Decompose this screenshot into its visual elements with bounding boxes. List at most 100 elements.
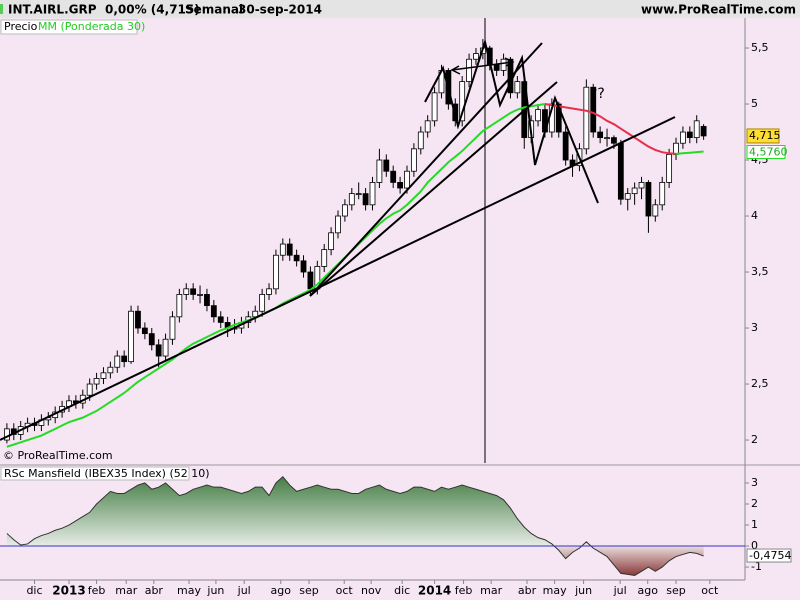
candle-body xyxy=(590,86,597,133)
candle-body xyxy=(107,366,114,374)
period: Semanal xyxy=(185,3,243,17)
candle-body xyxy=(466,58,472,83)
x-tick-label: feb xyxy=(455,584,473,597)
rsc-title: RSc Mansfield (IBEX35 Index) (52 10) xyxy=(4,467,210,480)
x-tick-label: jul xyxy=(613,584,627,597)
x-tick-label: feb xyxy=(88,584,106,597)
date: 30-sep-2014 xyxy=(238,3,322,17)
candle-body xyxy=(266,288,272,295)
x-tick-label: nov xyxy=(361,584,382,597)
candle-body xyxy=(680,131,686,144)
candle-body xyxy=(473,53,479,60)
candle-body xyxy=(100,372,107,379)
candle-body xyxy=(500,58,507,71)
x-tick-label: dic xyxy=(394,584,410,597)
candle-body xyxy=(93,378,100,385)
candle-body xyxy=(300,260,307,273)
candle-body xyxy=(141,327,148,335)
candle-body xyxy=(638,182,645,189)
candle-body xyxy=(169,316,176,340)
candle-body xyxy=(673,142,679,155)
x-tick-label: jul xyxy=(237,584,251,597)
x-tick-label: mar xyxy=(115,584,137,597)
candle-body xyxy=(362,193,369,206)
last-price-label: 4,715 xyxy=(749,129,781,142)
candle-body xyxy=(176,294,183,318)
candle-body xyxy=(383,159,390,172)
header-marker xyxy=(0,4,3,14)
y-tick-label: 5 xyxy=(751,97,758,110)
x-axis-strip xyxy=(0,580,800,600)
candle-body xyxy=(700,126,707,137)
candle-body xyxy=(86,383,93,396)
copyright: © ProRealTime.com xyxy=(3,449,113,462)
candle-body xyxy=(328,232,335,251)
candle-body xyxy=(197,294,203,296)
x-tick-label: may xyxy=(177,584,201,597)
candle-body xyxy=(293,254,300,262)
candle-body xyxy=(210,305,217,318)
rsc-area xyxy=(6,476,704,576)
candle-body xyxy=(659,182,666,206)
y-tick-label: 0 xyxy=(751,539,758,552)
x-tick-label: oct xyxy=(701,584,719,597)
candle-body xyxy=(121,355,128,363)
candle-body xyxy=(279,243,286,256)
x-tick-label: abr xyxy=(145,584,164,597)
candle-body xyxy=(611,137,617,144)
candle-body xyxy=(417,131,424,150)
candle-body xyxy=(555,103,562,133)
symbol: INT.AIRL.GRP xyxy=(8,3,97,17)
candle-body xyxy=(307,271,314,290)
price-panel xyxy=(0,18,800,467)
x-tick-label: dic xyxy=(26,584,42,597)
candle-body xyxy=(390,170,397,183)
candle-body xyxy=(617,142,624,200)
candle-body xyxy=(286,243,293,256)
ma-line xyxy=(675,150,704,155)
candle-body xyxy=(183,288,190,295)
candle-body xyxy=(397,182,403,189)
candle-body xyxy=(355,193,362,196)
x-tick-label: may xyxy=(543,584,567,597)
legend-box xyxy=(0,19,138,35)
y-tick-label: 2 xyxy=(751,497,758,510)
y-tick-label: 1 xyxy=(751,518,758,531)
candle-body xyxy=(273,254,279,290)
candle-body xyxy=(493,64,500,71)
x-tick-label: ago xyxy=(638,584,659,597)
ma-value-box xyxy=(746,145,786,160)
candle-body xyxy=(666,154,673,183)
candle-body xyxy=(259,294,266,312)
legend-price: Precio xyxy=(4,20,38,33)
x-tick-label: jun xyxy=(206,584,224,597)
candle-body xyxy=(114,355,121,368)
candle-body xyxy=(204,294,210,307)
x-tick-label: 2013 xyxy=(52,584,85,598)
trend-lines xyxy=(0,38,676,441)
rsc-legend-box xyxy=(0,466,190,481)
trend-line xyxy=(309,42,543,297)
arrow-head xyxy=(504,57,515,67)
candle-body xyxy=(135,310,141,329)
candle-body xyxy=(624,193,631,200)
candle-body xyxy=(217,316,224,323)
x-tick-label: sep xyxy=(666,584,685,597)
candle-body xyxy=(162,338,169,357)
candle-body xyxy=(342,204,348,217)
x-tick-label: mar xyxy=(480,584,502,597)
rsc-line xyxy=(6,475,704,576)
candle-body xyxy=(369,182,376,206)
header-bar xyxy=(0,0,800,18)
candle-body xyxy=(631,187,638,195)
candle-body xyxy=(410,148,417,172)
candle-body xyxy=(348,193,355,206)
candle-body xyxy=(514,81,521,94)
candle-body xyxy=(652,204,659,217)
candle-body xyxy=(404,170,410,189)
site: www.ProRealTime.com xyxy=(641,3,796,17)
y-tick-label: 5,5 xyxy=(751,41,769,54)
y-tick-label: 4 xyxy=(751,209,758,222)
change: 0,00% (4,715) xyxy=(105,3,200,17)
